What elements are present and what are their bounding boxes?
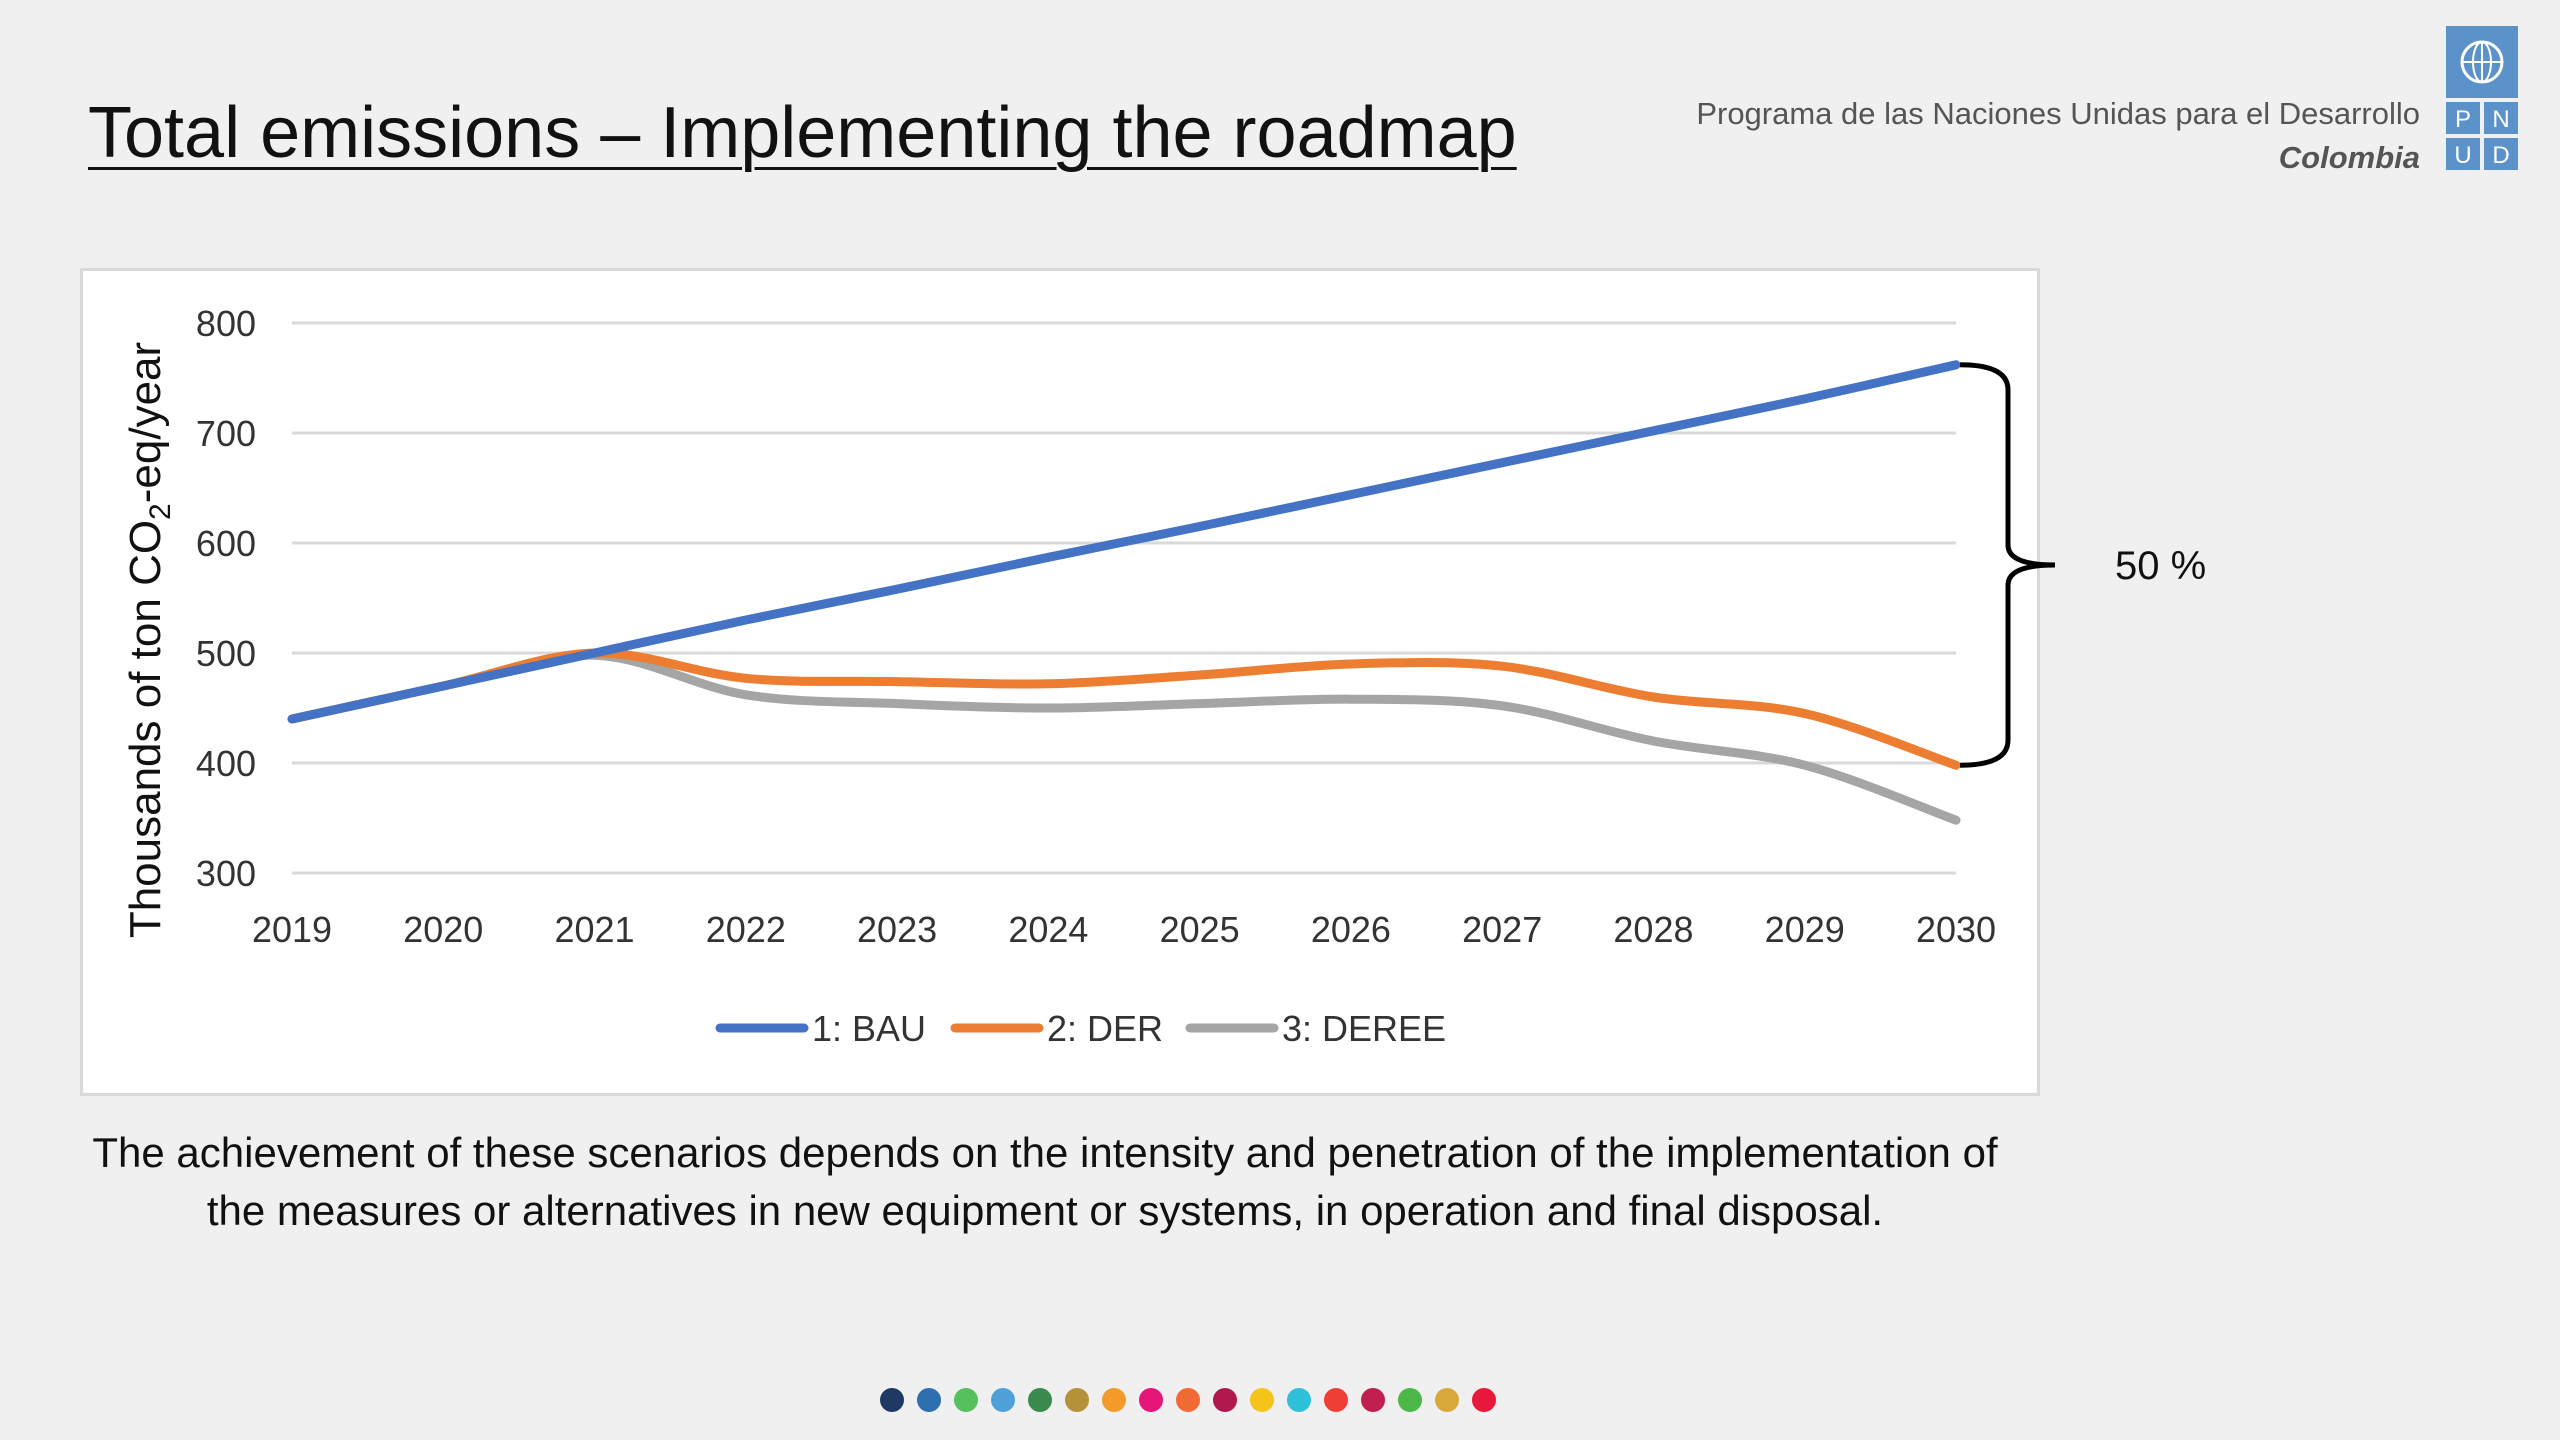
sdg-dot <box>1472 1388 1496 1412</box>
logo-cell <box>2446 138 2480 170</box>
y-tick-label: 300 <box>196 853 256 894</box>
x-tick-label: 2030 <box>1916 909 1996 950</box>
slide-title: Total emissions – Implementing the roadm… <box>88 93 1517 173</box>
x-tick-label: 2022 <box>706 909 786 950</box>
x-tick-label: 2020 <box>403 909 483 950</box>
sdg-dot <box>991 1388 1015 1412</box>
sdg-dot <box>1361 1388 1385 1412</box>
curly-brace <box>1959 362 2056 768</box>
logo-letter: U <box>2454 142 2471 169</box>
emissions-line-chart: 300 400 500 600 700 800 2019 2020 2021 2022 2023 20… <box>121 303 2206 1049</box>
logo-letter: N <box>2492 106 2509 133</box>
sdg-dot <box>1176 1388 1200 1412</box>
sdg-color-dots <box>880 1388 1496 1412</box>
x-tick-label: 2023 <box>857 909 937 950</box>
grid-layer <box>292 321 1956 875</box>
sdg-dot <box>954 1388 978 1412</box>
sdg-dot <box>1435 1388 1459 1412</box>
slide-caption: The achievement of these scenarios depen… <box>92 1129 1998 1234</box>
series-layer <box>287 360 1961 825</box>
sdg-dot <box>1139 1388 1163 1412</box>
x-tick-label: 2027 <box>1462 909 1542 950</box>
x-tick-label: 2028 <box>1613 909 1693 950</box>
x-tick-label: 2026 <box>1311 909 1391 950</box>
logo-letter: D <box>2492 142 2509 169</box>
y-tick-label: 600 <box>196 523 256 564</box>
logo-cell <box>2484 102 2518 134</box>
sdg-dot <box>917 1388 941 1412</box>
sdg-dot <box>1102 1388 1126 1412</box>
legend-label: 3: DEREE <box>1282 1008 1446 1049</box>
y-tick-label: 500 <box>196 633 256 674</box>
undp-logo: P N U D <box>2446 26 2518 170</box>
y-axis-label: Thousands of ton CO2-eq/year <box>121 342 177 938</box>
legend-label: 1: BAU <box>812 1008 926 1049</box>
x-tick-label: 2024 <box>1008 909 1088 950</box>
x-tick-label: 2025 <box>1160 909 1240 950</box>
organization-block: Programa de las Naciones Unidas para el … <box>1696 92 2420 180</box>
x-tick-label: 2029 <box>1765 909 1845 950</box>
legend-layer: 1: BAU 2: DER 3: DEREE <box>715 1008 1446 1049</box>
x-tick-label: 2021 <box>554 909 634 950</box>
axis-layer: 300 400 500 600 700 800 2019 2020 2021 2022 2023 20… <box>196 303 1996 950</box>
series-line <box>287 360 1961 724</box>
sdg-dot <box>1213 1388 1237 1412</box>
sdg-dot <box>1324 1388 1348 1412</box>
x-tick-label: 2019 <box>252 909 332 950</box>
y-tick-label: 400 <box>196 743 256 784</box>
sdg-dot <box>1398 1388 1422 1412</box>
sdg-dot <box>1028 1388 1052 1412</box>
sdg-dot <box>1287 1388 1311 1412</box>
sdg-dot <box>880 1388 904 1412</box>
logo-letter: P <box>2455 106 2471 133</box>
logo-cell <box>2446 102 2480 134</box>
y-tick-label: 800 <box>196 303 256 344</box>
logo-cell <box>2484 138 2518 170</box>
sdg-dot <box>1250 1388 1274 1412</box>
organization-country: Colombia <box>2278 140 2420 175</box>
legend-label: 2: DER <box>1047 1008 1163 1049</box>
organization-name: Programa de las Naciones Unidas para el … <box>1696 96 2420 131</box>
sdg-dot <box>1065 1388 1089 1412</box>
y-tick-label: 700 <box>196 413 256 454</box>
annotation-layer: 50 % <box>1959 362 2206 768</box>
reduction-annotation: 50 % <box>2115 544 2206 588</box>
